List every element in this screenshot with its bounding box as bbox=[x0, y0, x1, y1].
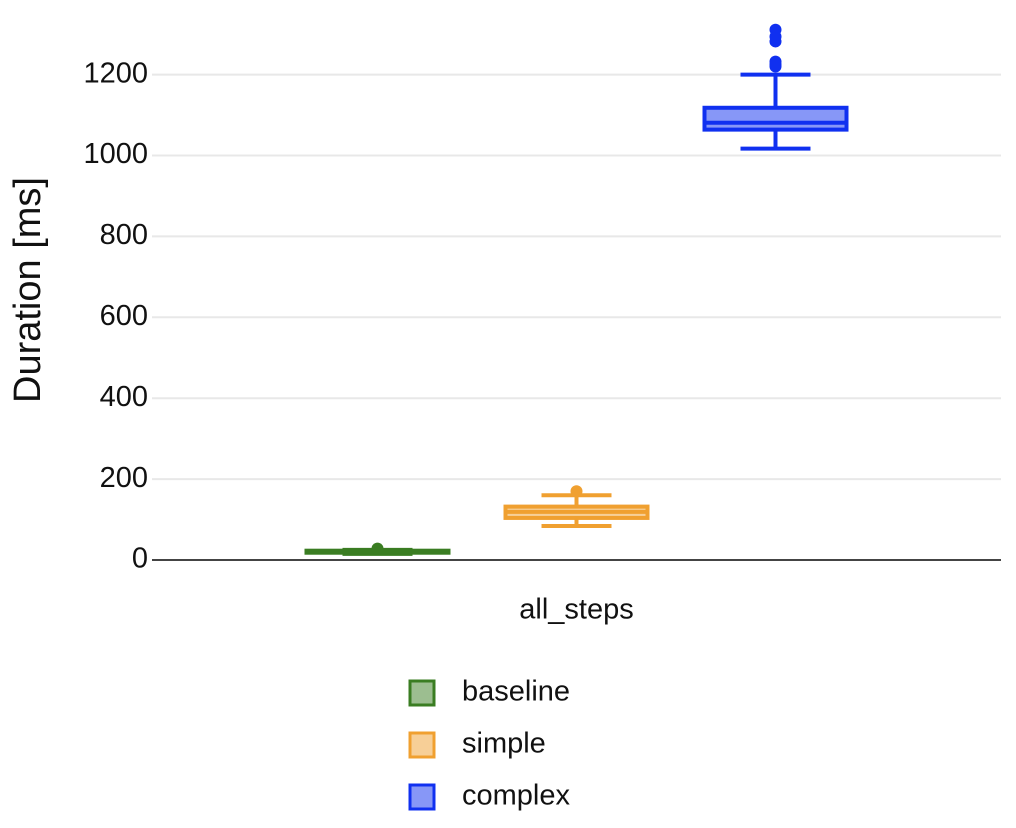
box bbox=[702, 105, 849, 132]
y-tick-label: 800 bbox=[100, 219, 148, 251]
legend-swatch bbox=[408, 731, 436, 759]
legend-label: complex bbox=[462, 780, 570, 812]
outlier bbox=[769, 23, 782, 36]
y-tick-label: 0 bbox=[132, 543, 148, 575]
outlier bbox=[371, 542, 384, 555]
x-tick-label: all_steps bbox=[519, 594, 633, 626]
y-tick-label: 400 bbox=[100, 381, 148, 413]
legend-swatch bbox=[408, 783, 436, 811]
legend-swatch bbox=[408, 679, 436, 707]
y-tick-label: 600 bbox=[100, 300, 148, 332]
legend-label: baseline bbox=[462, 676, 570, 708]
y-tick-label: 1000 bbox=[83, 138, 148, 170]
y-axis-title: Duration [ms] bbox=[7, 177, 49, 403]
y-tick-label: 200 bbox=[100, 462, 148, 494]
legend-label: simple bbox=[462, 728, 546, 760]
outlier bbox=[769, 55, 782, 68]
outlier bbox=[570, 485, 583, 498]
y-tick-label: 1200 bbox=[83, 57, 148, 89]
